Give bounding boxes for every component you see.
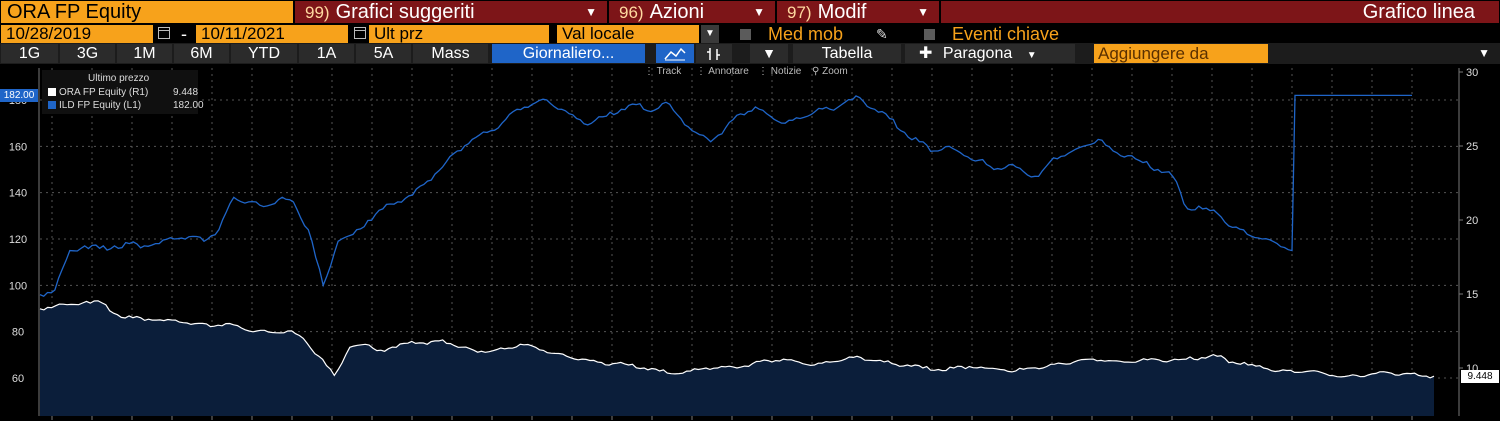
- frequency-select[interactable]: Giornaliero...: [492, 44, 645, 63]
- period-3g-button[interactable]: 3G: [60, 44, 115, 63]
- left-axis-ticks: 6080100120140160180: [9, 95, 27, 385]
- controls-bar: 10/28/2019 - 10/11/2021 Ult prz Val loca…: [0, 24, 1500, 44]
- zoom-tool[interactable]: ⚲ Zoom: [812, 66, 848, 77]
- chevron-down-icon[interactable]: ▼: [701, 25, 719, 43]
- magnifier-icon: ⚲: [812, 66, 820, 77]
- track-label: Track: [656, 66, 682, 77]
- zoom-label: Zoom: [822, 66, 848, 77]
- bar-chart-icon[interactable]: [696, 44, 732, 63]
- currency-select[interactable]: Val locale: [557, 25, 699, 43]
- chevron-down-icon: ▼: [1026, 50, 1037, 61]
- right-axis-tick-label: 20: [1466, 215, 1478, 227]
- left-axis-tick-label: 60: [12, 373, 24, 385]
- period-6m-button[interactable]: 6M: [174, 44, 229, 63]
- suggested-charts-menu[interactable]: 99) Grafici suggeriti ▼: [295, 1, 607, 23]
- menu-label: Grafici suggeriti: [335, 1, 475, 23]
- legend-row-ora[interactable]: ORA FP Equity (R1) 9.448: [48, 87, 198, 98]
- plus-icon: ✚: [919, 45, 933, 62]
- moving-average-checkbox[interactable]: [740, 29, 751, 40]
- chevron-down-icon[interactable]: ▼: [750, 44, 788, 63]
- period-1g-button[interactable]: 1G: [1, 44, 58, 63]
- right-axis-tick-label: 25: [1466, 141, 1478, 153]
- edit-menu[interactable]: 97) Modif ▼: [777, 1, 939, 23]
- menu-number: 97): [787, 3, 812, 22]
- calendar-icon[interactable]: [354, 27, 366, 39]
- annotate-tool[interactable]: ⋮ Annotare: [696, 66, 749, 77]
- menu-label: Azioni: [649, 1, 705, 23]
- period-1a-button[interactable]: 1A: [299, 44, 354, 63]
- ild-last-price-tag: 182.00: [0, 89, 38, 102]
- ora-area-fill: [40, 300, 1434, 416]
- legend-row-ild[interactable]: ILD FP Equity (L1) 182.00: [48, 100, 204, 111]
- right-axis-tick-label: 30: [1466, 67, 1478, 79]
- hamburger-menu-icon[interactable]: ▼: [1478, 46, 1490, 60]
- annotate-label: Annotare: [708, 66, 749, 77]
- line-chart-icon[interactable]: [656, 44, 694, 63]
- period-5a-button[interactable]: 5A: [356, 44, 411, 63]
- calendar-icon[interactable]: [158, 27, 170, 39]
- key-events-label: Eventi chiave: [952, 24, 1060, 44]
- track-tool[interactable]: ⋮ Track: [644, 66, 682, 77]
- header-bar: ORA FP Equity 99) Grafici suggeriti ▼ 96)…: [0, 0, 1500, 24]
- left-axis-tick-label: 160: [9, 141, 27, 153]
- legend-series-name: ILD FP Equity: [59, 100, 121, 111]
- compare-button[interactable]: ✚ Paragona ▼: [905, 44, 1075, 63]
- right-axis-tick-label: 15: [1466, 289, 1478, 301]
- legend-series-name: ORA FP Equity: [59, 87, 127, 98]
- chevron-down-icon: ▼: [753, 5, 765, 19]
- ora-series-line: [39, 300, 1435, 379]
- actions-menu[interactable]: 96) Azioni ▼: [609, 1, 775, 23]
- ora-last-price-tag: 9.448: [1461, 370, 1499, 383]
- chevron-down-icon: ▼: [585, 5, 597, 19]
- left-axis-tick-label: 140: [9, 188, 27, 200]
- security-ticker-field[interactable]: ORA FP Equity: [1, 1, 293, 23]
- left-axis-tick-label: 100: [9, 280, 27, 292]
- chart-legend: Ultimo prezzo ORA FP Equity (R1) 9.448 IL…: [42, 70, 204, 114]
- news-tool[interactable]: ⋮ Notizie: [758, 66, 802, 77]
- compare-label: Paragona: [942, 45, 1013, 62]
- moving-average-label: Med mob: [768, 24, 844, 44]
- left-axis-tick-label: 80: [12, 327, 24, 339]
- menu-label: Modif: [817, 1, 867, 23]
- date-separator: -: [181, 24, 187, 44]
- legend-axis: (L1): [123, 100, 142, 111]
- menu-number: 99): [305, 3, 330, 22]
- chevron-down-icon: ▼: [917, 5, 929, 19]
- news-label: Notizie: [770, 66, 802, 77]
- series-swatch: [48, 88, 56, 96]
- legend-value: 9.448: [173, 87, 199, 98]
- price-field-select[interactable]: Ult prz: [369, 25, 549, 43]
- table-button[interactable]: Tabella: [793, 44, 901, 63]
- start-date-field[interactable]: 10/28/2019: [1, 25, 153, 43]
- pencil-icon[interactable]: ✎: [876, 26, 888, 42]
- end-date-field[interactable]: 10/11/2021: [196, 25, 348, 43]
- add-data-field[interactable]: Aggiungere da: [1094, 44, 1268, 63]
- legend-axis: (R1): [128, 87, 149, 98]
- period-toolbar: 1G 3G 1M 6M YTD 1A 5A Mass Giornaliero..…: [0, 43, 1500, 64]
- key-events-checkbox[interactable]: [924, 29, 935, 40]
- left-axis-tick-label: 120: [9, 234, 27, 246]
- period-1m-button[interactable]: 1M: [117, 44, 172, 63]
- ild-series-line: [39, 94, 1412, 297]
- menu-number: 96): [619, 3, 644, 22]
- series-swatch: [48, 101, 56, 109]
- period-ytd-button[interactable]: YTD: [231, 44, 297, 63]
- x-axis-ticks: [51, 416, 1413, 420]
- legend-value: 182.00: [173, 100, 204, 111]
- legend-header: Ultimo prezzo: [88, 73, 150, 84]
- chart-type-title: Grafico linea: [941, 1, 1499, 23]
- period-max-button[interactable]: Mass: [413, 44, 488, 63]
